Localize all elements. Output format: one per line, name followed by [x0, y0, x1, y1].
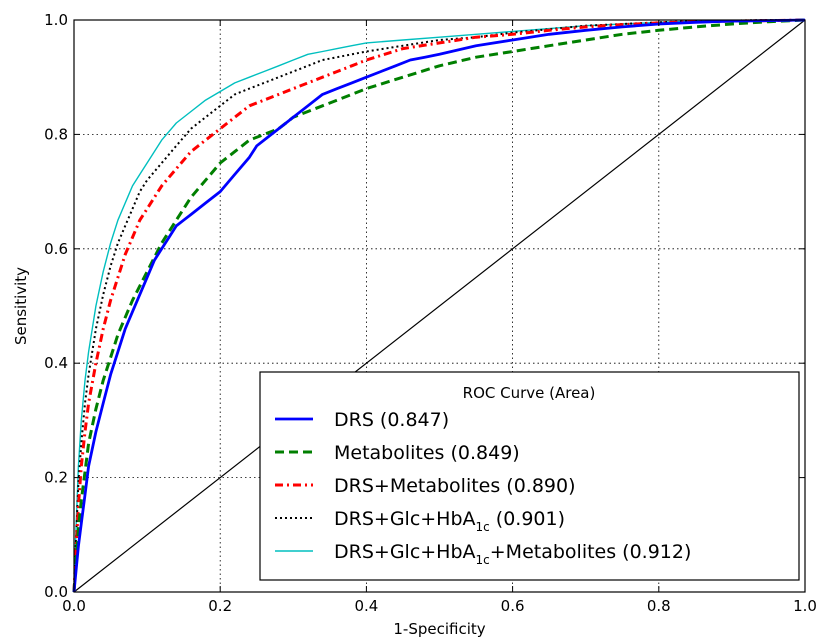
legend-entry-label: DRS (0.847): [334, 409, 449, 431]
roc-series-line: [72, 18, 806, 593]
reference-diagonal: [73, 19, 806, 593]
roc-series-line: [73, 19, 805, 593]
y-tick-label: 0.0: [44, 583, 68, 601]
y-tick-label: 0.2: [44, 469, 68, 487]
legend-box: [259, 371, 800, 581]
plot-frame: [73, 19, 806, 593]
x-tick-label: 0.6: [501, 597, 525, 615]
y-tick-label: 1.0: [44, 11, 68, 29]
x-tick-label: 0.8: [647, 597, 671, 615]
legend-entry-label: DRS+Metabolites (0.890): [334, 475, 576, 497]
y-tick-label: 0.6: [44, 240, 68, 258]
legend-title: ROC Curve (Area): [463, 384, 596, 402]
y-tick-label: 0.8: [44, 125, 68, 143]
legend: ROC Curve (Area) DRS (0.847) Metabolites …: [259, 371, 800, 581]
grid-lines: [74, 20, 805, 592]
axis-ticks: 0.0 0.2 0.4 0.6 0.8 1.0 0.0 0.2 0.4 0.6 0.8 1.0: [44, 11, 817, 615]
roc-series-line: [72, 18, 806, 593]
x-tick-label: 0.0: [62, 597, 86, 615]
y-axis-label: Sensitivity: [12, 267, 30, 345]
legend-entry-label: DRS+Glc+HbA1c+Metabolites (0.912): [334, 541, 691, 567]
roc-curves: [72, 18, 806, 593]
roc-series-line: [72, 18, 806, 593]
x-axis-label: 1-Specificity: [393, 620, 485, 638]
x-tick-label: 1.0: [793, 597, 817, 615]
chance-line: [73, 19, 806, 593]
x-tick-label: 0.4: [354, 597, 378, 615]
legend-entry-label: Metabolites (0.849): [334, 442, 520, 464]
x-tick-label: 0.2: [208, 597, 232, 615]
legend-entry-label: DRS+Glc+HbA1c (0.901): [334, 508, 565, 534]
y-tick-label: 0.4: [44, 354, 68, 372]
